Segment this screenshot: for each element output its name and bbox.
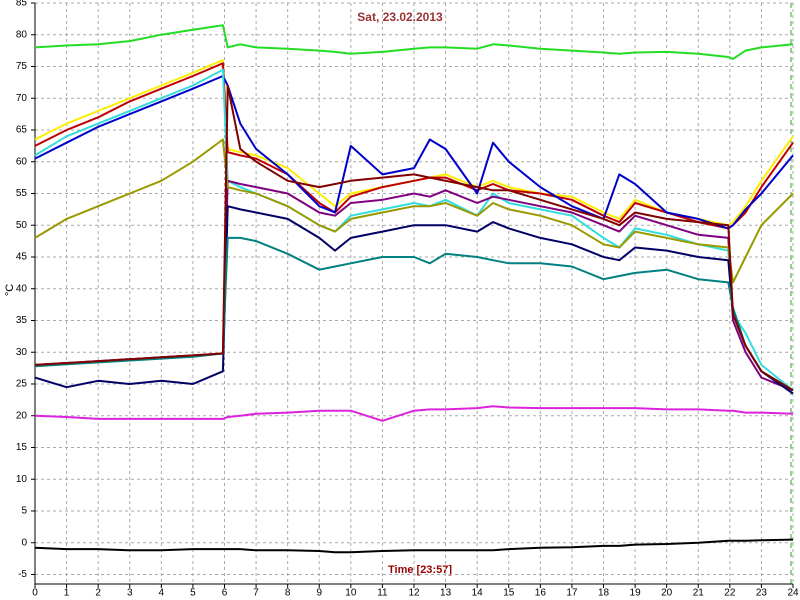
y-tick-label: 30 <box>16 347 28 358</box>
series-line <box>34 205 794 395</box>
y-tick-label: 55 <box>16 188 28 199</box>
x-tick-label: 23 <box>756 588 768 599</box>
x-axis-label: Time [23:57] <box>388 564 452 576</box>
x-tick-label: 4 <box>159 588 165 599</box>
y-tick-label: 60 <box>16 156 28 167</box>
series-line <box>34 24 794 60</box>
series-line <box>34 138 794 284</box>
x-tick-label: 6 <box>222 588 228 599</box>
x-tick-label: 11 <box>377 588 388 599</box>
y-tick-label: 25 <box>16 379 28 390</box>
x-tick-label: 2 <box>95 588 101 599</box>
x-tick-label: 14 <box>472 588 484 599</box>
y-tick-label: 15 <box>16 442 28 453</box>
y-tick-label: 75 <box>16 61 28 72</box>
x-tick-label: 22 <box>724 588 736 599</box>
y-tick-label: -5 <box>18 569 27 580</box>
y-tick-label: 85 <box>16 0 28 9</box>
y-tick-label: 35 <box>16 315 28 326</box>
x-tick-label: 13 <box>440 588 452 599</box>
x-tick-label: 7 <box>253 588 259 599</box>
x-tick-label: 10 <box>345 588 357 599</box>
x-tick-label: 9 <box>316 588 322 599</box>
x-tick-label: 5 <box>190 588 196 599</box>
x-tick-label: 15 <box>503 588 515 599</box>
series-line <box>34 75 794 230</box>
series-line <box>34 405 794 422</box>
y-tick-label: 10 <box>16 474 28 485</box>
x-tick-label: 20 <box>661 588 673 599</box>
x-tick-label: 16 <box>535 588 547 599</box>
x-tick-label: 17 <box>566 588 578 599</box>
y-tick-label: 70 <box>16 93 28 104</box>
y-tick-label: 65 <box>16 125 28 136</box>
y-tick-label: 50 <box>16 220 28 231</box>
x-tick-label: 0 <box>32 588 38 599</box>
x-tick-label: 19 <box>630 588 642 599</box>
x-tick-label: 12 <box>408 588 420 599</box>
series-line <box>34 538 794 554</box>
series-line <box>34 84 794 392</box>
x-tick-label: 3 <box>127 588 133 599</box>
y-tick-label: 40 <box>16 283 28 294</box>
chart-title: Sat, 23.02.2013 <box>357 10 443 24</box>
y-tick-label: 5 <box>21 506 27 517</box>
x-tick-label: 8 <box>285 588 291 599</box>
y-tick-label: 80 <box>16 29 28 40</box>
x-tick-label: 1 <box>64 588 70 599</box>
x-tick-label: 18 <box>598 588 610 599</box>
y-tick-label: 45 <box>16 252 28 263</box>
y-tick-label: 20 <box>16 410 28 421</box>
x-tick-label: 24 <box>787 588 799 599</box>
x-tick-label: 21 <box>693 588 705 599</box>
y-axis-label: °C <box>4 284 16 296</box>
y-tick-label: 0 <box>21 537 27 548</box>
